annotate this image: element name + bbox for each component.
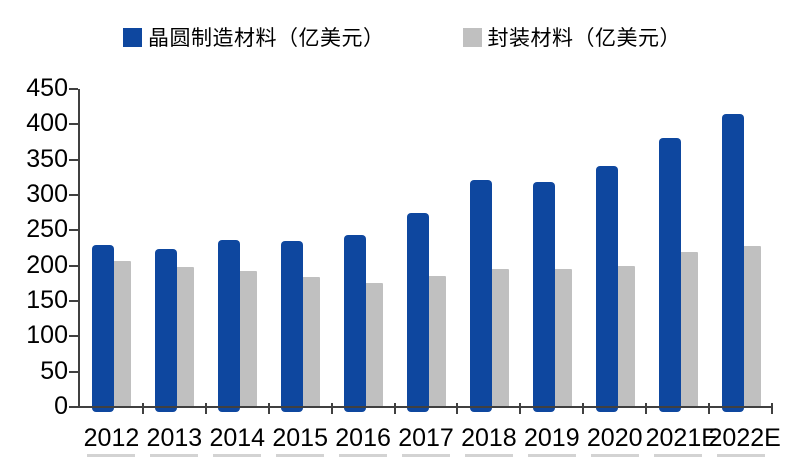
bar-wafer-materials-2020	[595, 166, 618, 412]
x-axis-label-2014: 2014	[209, 424, 266, 452]
cropped-text-artifact	[716, 454, 765, 457]
legend-item-packaging-materials: 封装材料（亿美元）	[462, 22, 682, 52]
x-axis-label-2017: 2017	[398, 424, 454, 452]
cropped-text-artifact	[339, 454, 388, 457]
y-axis-tick-label: 350	[26, 144, 68, 173]
x-axis-tick	[393, 403, 396, 414]
x-axis-tick	[519, 403, 522, 414]
y-axis-tick	[69, 335, 78, 338]
cropped-text-artifact	[276, 454, 325, 457]
x-axis-label-2022E: 2022E	[708, 424, 781, 452]
y-axis-tick	[69, 194, 78, 196]
x-axis-label-2018: 2018	[461, 424, 517, 452]
x-axis-tick	[204, 403, 207, 414]
y-axis-tick	[69, 158, 78, 161]
x-axis-tick	[456, 403, 459, 414]
y-axis-tick	[69, 264, 78, 267]
y-axis-tick	[69, 370, 78, 373]
legend-item-wafer-materials: 晶圆制造材料（亿美元）	[123, 22, 385, 52]
cropped-text-artifact	[87, 454, 136, 457]
cropped-text-artifact	[464, 454, 513, 457]
cropped-text-artifact	[527, 454, 576, 457]
y-axis-tick	[69, 229, 78, 232]
bar-packaging-materials-2017	[425, 275, 446, 407]
bar-packaging-materials-2018	[487, 268, 509, 407]
x-axis-tick	[645, 403, 648, 414]
bar-packaging-materials-2016	[362, 282, 384, 407]
y-axis-tick-label: 150	[26, 286, 68, 314]
cropped-text-artifact	[653, 454, 702, 457]
y-axis-tick	[69, 123, 78, 126]
cropped-text-artifact	[590, 454, 639, 457]
legend-swatch-gray-icon	[462, 27, 482, 47]
y-axis-tick	[69, 300, 78, 302]
chart-legend: 晶圆制造材料（亿美元） 封装材料（亿美元）	[123, 22, 681, 52]
bar-wafer-materials-2017	[407, 212, 429, 412]
plot-area	[69, 88, 773, 414]
bar-wafer-materials-2022E	[721, 113, 744, 412]
y-axis-tick-label: 250	[26, 215, 68, 244]
legend-swatch-blue-icon	[123, 27, 142, 47]
x-axis-label-2012: 2012	[83, 424, 140, 452]
x-axis-label-2021E: 2021E	[645, 424, 718, 452]
y-axis-tick-label: 100	[26, 321, 68, 350]
bar-packaging-materials-2015	[299, 276, 321, 407]
x-axis-label-2015: 2015	[272, 424, 328, 452]
cropped-text-artifact	[402, 454, 450, 457]
bar-packaging-materials-2021E	[676, 251, 698, 407]
x-axis-tick	[582, 403, 585, 414]
x-axis-tick	[330, 403, 333, 414]
x-axis-label-2016: 2016	[335, 424, 391, 452]
x-axis-tick	[708, 403, 711, 414]
cropped-text-artifact	[150, 454, 199, 457]
bar-packaging-materials-2013	[173, 267, 195, 407]
bar-wafer-materials-2021E	[658, 137, 681, 412]
bar-wafer-materials-2012	[92, 245, 115, 412]
x-axis-line	[78, 406, 772, 408]
x-axis-tick	[141, 403, 144, 414]
x-axis-tick	[771, 403, 773, 414]
y-axis-tick-label: 400	[26, 109, 68, 138]
bar-packaging-materials-2012	[110, 260, 132, 407]
bar-packaging-materials-2014	[236, 271, 258, 407]
y-axis-tick-label: 0	[54, 392, 68, 420]
bar-wafer-materials-2018	[469, 180, 492, 412]
x-axis-tick	[267, 403, 270, 414]
bar-wafer-materials-2016	[344, 234, 367, 412]
bar-wafer-materials-2019	[532, 181, 555, 412]
y-axis-tick-label: 200	[26, 250, 68, 279]
bar-wafer-materials-2013	[155, 249, 178, 412]
bar-packaging-materials-2020	[613, 266, 635, 407]
bar-packaging-materials-2019	[550, 269, 572, 407]
bar-wafer-materials-2014	[218, 239, 241, 412]
y-axis-tick-label: 300	[26, 180, 68, 208]
y-axis-tick	[69, 88, 78, 90]
bar-wafer-materials-2015	[281, 240, 304, 412]
x-axis-label-2020: 2020	[586, 424, 643, 452]
y-axis-tick-label: 450	[26, 74, 68, 102]
legend-label-packaging-materials: 封装材料（亿美元）	[487, 27, 681, 50]
cropped-text-artifact	[213, 454, 262, 457]
bar-packaging-materials-2022E	[739, 245, 761, 407]
x-axis-label-2013: 2013	[146, 424, 203, 452]
y-axis-tick-label: 50	[40, 356, 68, 385]
legend-label-wafer-materials: 晶圆制造材料（亿美元）	[148, 27, 385, 50]
y-axis-line	[78, 89, 80, 408]
x-axis-label-2019: 2019	[524, 424, 580, 452]
y-axis-tick	[69, 406, 78, 408]
